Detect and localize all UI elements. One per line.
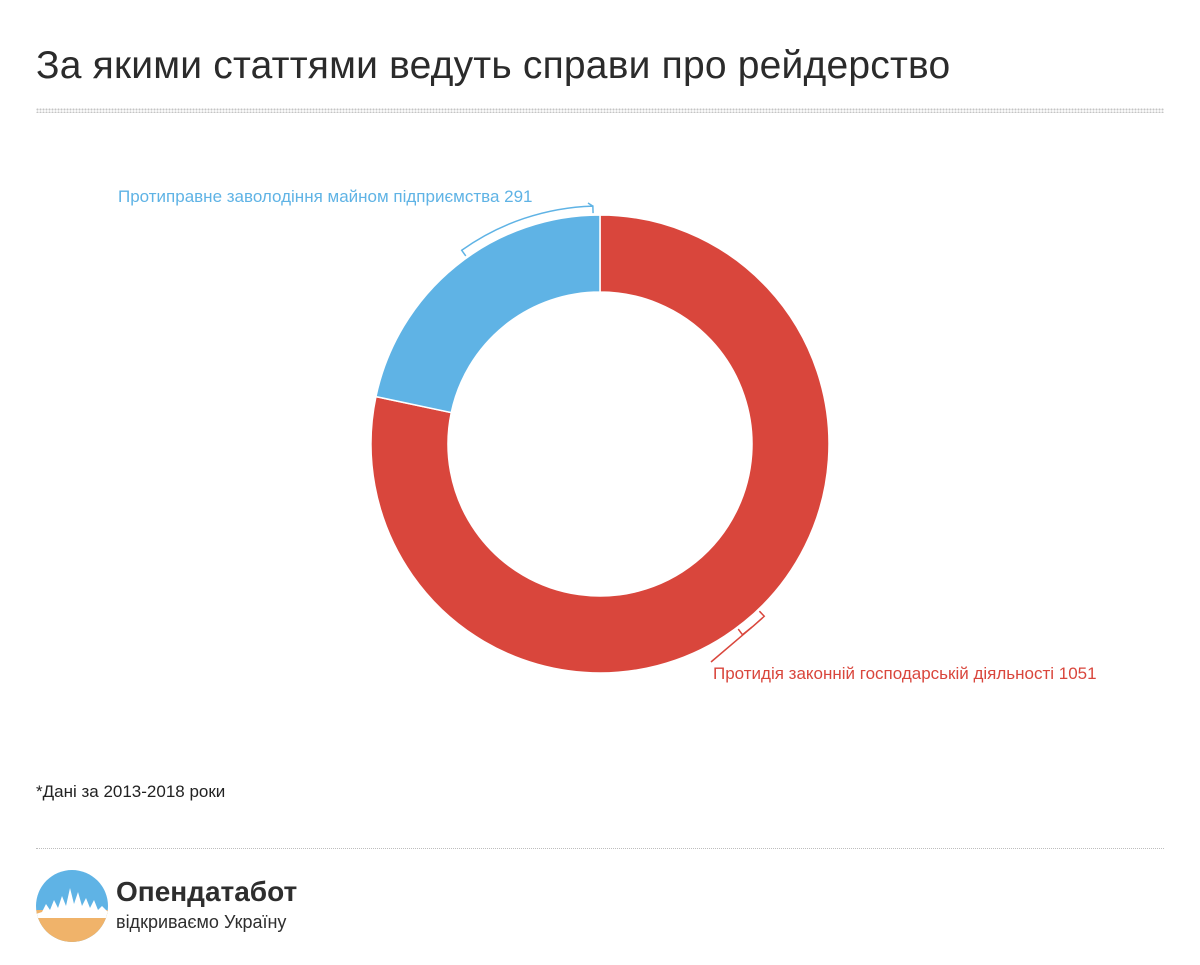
footnote: *Дані за 2013-2018 роки (36, 782, 226, 801)
slice-leader-tick-0 (710, 626, 753, 663)
slice-label-0: Протидія законній господарській діяльнос… (713, 664, 1097, 683)
opendatabot-logo-icon (36, 870, 108, 942)
donut-chart: Протидія законній господарській діяльнос… (118, 187, 1097, 683)
brand-name: Опендатабот (116, 876, 298, 907)
footer-divider (36, 848, 1164, 849)
title-divider (36, 108, 1164, 113)
donut-slice-0 (370, 214, 830, 674)
slice-leader-tick-1 (587, 202, 594, 207)
slice-leader-1 (460, 205, 594, 257)
brand-tagline: відкриваємо Україну (116, 912, 287, 932)
page-title: За якими статтями ведуть справи про рейд… (36, 44, 951, 87)
donut-slice-1 (375, 214, 601, 414)
slice-label-1: Протиправне заволодіння майном підприємс… (118, 187, 533, 206)
